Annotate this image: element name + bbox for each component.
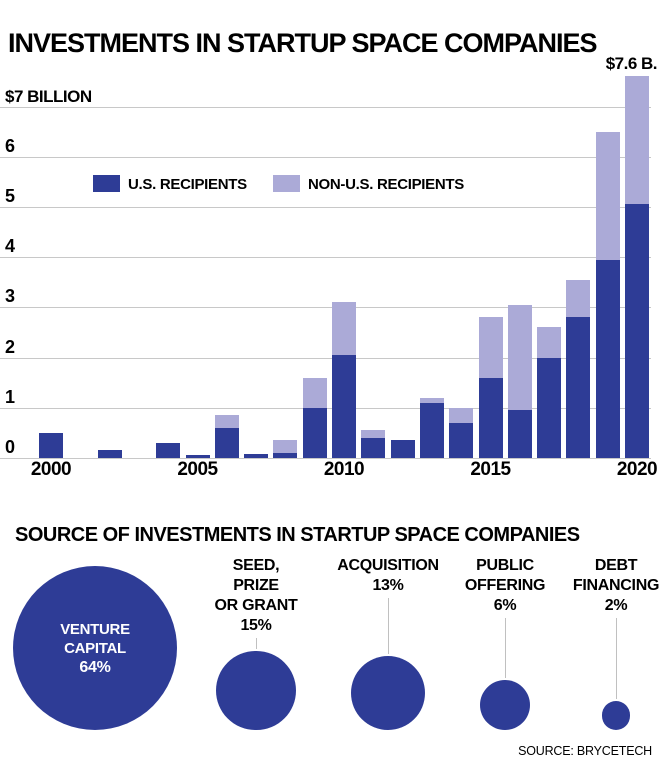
bubble-pct-value: 2% — [604, 597, 628, 614]
bar-2005-us-segment — [185, 455, 210, 458]
connector-acquisition — [388, 598, 389, 655]
us-recipients-swatch — [93, 175, 120, 192]
bubble-pct-value: 6% — [493, 597, 517, 614]
connector-debt-financing — [616, 618, 617, 699]
bubble-label-line: OFFERING — [464, 577, 546, 594]
x-tick-2010: 2010 — [323, 459, 365, 480]
bubble-label-line: CAPITAL — [64, 639, 126, 657]
y-axis-label-6: 6 — [5, 135, 15, 156]
bar-2016-us-segment — [507, 410, 532, 458]
bubble-venture-capital: VENTURE CAPITAL 64% — [13, 566, 177, 730]
x-tick-2020: 2020 — [616, 459, 658, 480]
bar-2007-us-segment — [244, 454, 269, 458]
bubble-label-line: DEBT — [594, 557, 638, 574]
y-axis-label-7: $7 BILLION — [5, 86, 92, 106]
y-axis-label-2: 2 — [5, 336, 15, 357]
bubble-pct-value: 15% — [240, 617, 272, 634]
bar-2019-nonus-segment — [595, 131, 620, 260]
bar-2017-us-segment — [537, 357, 562, 458]
bar-2004-us-segment — [156, 442, 181, 458]
bar-2011-nonus-segment — [361, 430, 386, 438]
bubble-label-line: PRIZE — [233, 577, 279, 594]
bar-2020-nonus-segment — [625, 76, 649, 205]
bar-2010-nonus-segment — [332, 302, 356, 356]
y-axis-label-4: 4 — [5, 236, 15, 257]
x-tick-2000: 2000 — [30, 459, 72, 480]
grid-line-2 — [0, 357, 651, 359]
bar-2012-us-segment — [390, 440, 415, 458]
non-us-recipients-legend-label: NON-U.S. RECIPIENTS — [308, 176, 464, 193]
bar-2006-nonus-segment — [214, 415, 239, 428]
source-credit: SOURCE: BRYCETECH — [518, 744, 652, 758]
bubble-label-line: SEED, — [232, 557, 280, 574]
connector-seed-prize-or-grant — [256, 638, 257, 649]
bar-2002-us-segment — [97, 450, 122, 458]
grid-line-5 — [0, 207, 651, 208]
bubble-label-line: PUBLIC — [476, 557, 534, 574]
x-tick-2015: 2015 — [470, 459, 511, 480]
bar-2016-nonus-segment — [507, 304, 532, 411]
bar-2015-nonus-segment — [478, 317, 503, 378]
y-axis-label-5: 5 — [5, 186, 15, 206]
bar-2013-nonus-segment — [419, 397, 444, 403]
bar-2018-us-segment — [566, 317, 591, 458]
bubble-label-acquisition: ACQUISITION 13% — [313, 556, 463, 596]
bar-2000-us-segment — [39, 432, 63, 458]
y-axis-label-0: 0 — [5, 437, 15, 457]
bubble-label-public-offering: PUBLIC OFFERING 6% — [430, 556, 580, 616]
bar-2009-us-segment — [302, 407, 327, 458]
bar-2006-us-segment — [214, 427, 239, 458]
y-axis-label-3: 3 — [5, 286, 15, 307]
grid-line-4 — [0, 257, 651, 259]
bar-2017-nonus-segment — [537, 327, 562, 358]
bar-2009-nonus-segment — [302, 377, 327, 408]
bubble-public-offering — [479, 679, 531, 730]
grid-line-3 — [0, 307, 651, 309]
bar-2014-nonus-segment — [449, 407, 474, 423]
bubble-seed-prize-or-grant — [216, 650, 296, 730]
bubble-label-seed-prize-or-grant: SEED, PRIZE OR GRANT 15% — [181, 556, 331, 636]
grid-line-7 — [0, 106, 651, 108]
bubble-label-line: OR GRANT — [214, 597, 298, 614]
grid-line-0 — [0, 458, 651, 459]
bubble-label-line: FINANCING — [572, 577, 660, 594]
grid-line-6 — [0, 156, 651, 158]
x-tick-2005: 2005 — [177, 459, 218, 480]
bar-2011-us-segment — [361, 437, 386, 458]
bar-2018-nonus-segment — [566, 279, 591, 318]
bar-2015-us-segment — [478, 377, 503, 458]
bar-2019-us-segment — [595, 259, 620, 458]
bar-2020-us-segment — [625, 204, 649, 458]
bar-2010-us-segment — [332, 355, 356, 458]
bar-2013-us-segment — [419, 402, 444, 458]
bubble-label-debt-financing: DEBT FINANCING 2% — [541, 556, 660, 616]
bubble-inner-label-venture-capital: VENTURE CAPITAL 64% — [60, 620, 130, 677]
bubble-pct-value: 64% — [79, 658, 111, 676]
bubble-label-line: ACQUISITION — [337, 557, 439, 574]
bubble-label-line: VENTURE — [60, 620, 130, 638]
non-us-recipients-swatch — [273, 175, 300, 192]
peak-value-annotation: $7.6 B. — [605, 54, 658, 73]
bar-2008-nonus-segment — [273, 440, 298, 453]
y-axis-label-1: 1 — [5, 386, 15, 407]
section-title: SOURCE OF INVESTMENTS IN STARTUP SPACE C… — [15, 523, 580, 546]
connector-public-offering — [505, 618, 506, 678]
us-recipients-legend-label: U.S. RECIPIENTS — [128, 176, 247, 193]
bubble-debt-financing — [601, 701, 631, 730]
bubble-pct-value: 13% — [372, 577, 404, 594]
bar-2014-us-segment — [449, 422, 474, 458]
bar-2008-us-segment — [273, 452, 298, 458]
bubble-acquisition — [351, 656, 425, 730]
page-title: INVESTMENTS IN STARTUP SPACE COMPANIES — [8, 28, 598, 59]
